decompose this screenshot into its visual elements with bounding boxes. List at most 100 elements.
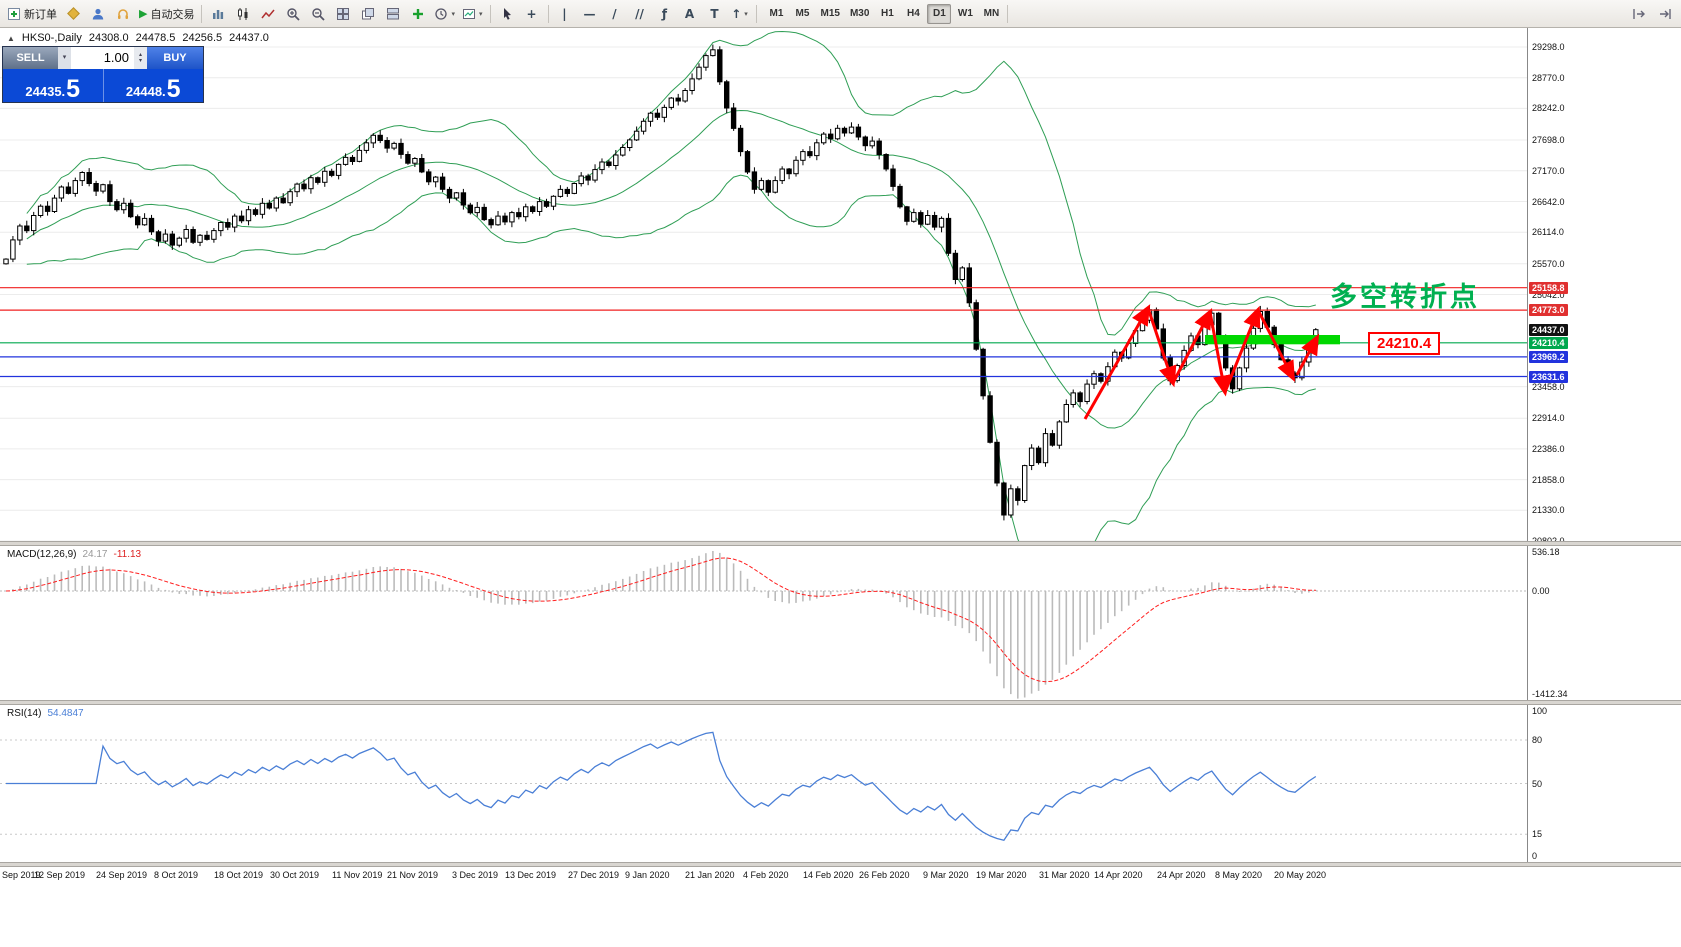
timeframe-mn-button[interactable]: MN (983, 7, 1000, 19)
timeframe-w1-button[interactable]: W1 (957, 7, 973, 19)
autotrading-label: 自动交易 (150, 8, 195, 21)
horizontal-line-button[interactable]: — (578, 3, 602, 25)
date-label: 21 Nov 2019 (387, 870, 439, 880)
line-chart-icon (261, 9, 276, 18)
rsi-axis[interactable]: 100 80 50 15 0 (1527, 705, 1681, 862)
sell-button[interactable]: SELL (3, 47, 58, 69)
template-chart-icon (462, 8, 475, 19)
chart-shift-toggle-button[interactable] (1627, 3, 1651, 25)
timeframe-group: M1 M5 M15 M30 H1 H4 D1 W1 MN (765, 3, 1004, 24)
date-label: 9 Mar 2020 (923, 870, 969, 880)
price-axis-label: 23458.0 (1532, 381, 1565, 392)
price-axis-label: 25042.0 (1532, 289, 1565, 300)
crosshair-button[interactable]: + (520, 3, 544, 25)
price-axis-label: 26114.0 (1532, 227, 1564, 238)
panel-separator[interactable] (0, 862, 1681, 867)
sell-price[interactable]: 24435. 5 (3, 69, 103, 102)
spinner-up-icon[interactable]: ▴ (138, 52, 142, 58)
chart-shift-icon (1633, 8, 1645, 19)
tile-windows-icon (337, 7, 350, 20)
label-tool-button[interactable]: T (703, 3, 727, 25)
macd-axis[interactable]: 536.18 0.00 -1412.34 (1527, 546, 1681, 700)
timeframe-h1-button[interactable]: H1 (881, 7, 894, 19)
price-axis-label: 22914.0 (1532, 413, 1565, 424)
accounts-button[interactable] (86, 3, 110, 25)
timeframe-d1-button[interactable]: D1 (927, 3, 952, 24)
rsi-panel[interactable]: RSI(14) 54.4847 (0, 705, 1527, 862)
templates-button[interactable]: ▾ (459, 3, 486, 25)
trendline-icon: / (612, 6, 617, 21)
rsi-header: RSI(14) 54.4847 (7, 708, 84, 719)
buy-button[interactable]: BUY (147, 47, 203, 69)
trade-panel-price-row: 24435. 5 24448. 5 (3, 69, 203, 102)
price-tag: 24210.4 (1529, 336, 1568, 349)
timeframe-m1-button[interactable]: M1 (769, 7, 784, 19)
macd-signal-line (5, 557, 1316, 683)
date-label: 11 Nov 2019 (332, 870, 383, 880)
channel-button[interactable]: // (628, 3, 652, 25)
fibonacci-button[interactable]: ƒ (653, 3, 677, 25)
price-axis-label: 26642.0 (1532, 196, 1565, 207)
trade-panel-top-row: SELL ▾ 1.00 ▴ ▾ BUY (3, 47, 203, 69)
periods-button[interactable]: ▾ (431, 3, 458, 25)
trendline-button[interactable]: / (603, 3, 627, 25)
auto-scroll-toggle-button[interactable] (1653, 3, 1677, 25)
tile-horizontal-button[interactable] (381, 3, 405, 25)
new-order-button[interactable]: 新订单 (4, 3, 60, 25)
vertical-line-button[interactable]: | (553, 3, 577, 25)
timeframe-m5-button[interactable]: M5 (795, 7, 810, 19)
date-label: 14 Feb 2020 (803, 870, 854, 880)
spinner-down-icon[interactable]: ▾ (138, 58, 142, 64)
buy-price[interactable]: 24448. 5 (104, 69, 204, 102)
caret-down-icon: ▾ (478, 10, 483, 18)
text-tool-button[interactable]: A (678, 3, 702, 25)
cursor-button[interactable] (495, 3, 519, 25)
caret-down-icon: ▾ (451, 10, 455, 18)
arrows-tool-icon: ↑ (731, 6, 742, 21)
date-label: 20 May 2020 (1274, 870, 1327, 880)
date-label: 30 Oct 2019 (270, 870, 320, 880)
arrows-tool-button[interactable]: ↑ ▾ (728, 3, 752, 25)
chart-header: ▲ HKS0-,Daily 24308.0 24478.5 24256.5 24… (7, 32, 269, 44)
panel-separator[interactable] (0, 541, 1681, 546)
price-axis[interactable]: 29298.0 28770.0 28242.0 27698.0 27170.0 26642… (1527, 28, 1681, 546)
volume-input[interactable]: 1.00 (71, 47, 134, 69)
cursor-icon (503, 7, 511, 20)
tile-horizontal-icon (387, 7, 400, 19)
zigzag-annotation (1083, 304, 1320, 420)
zoom-in-button[interactable] (281, 3, 305, 25)
date-label: Sep 2019 (2, 870, 41, 880)
tile-windows-button[interactable] (331, 3, 355, 25)
price-chart-canvas[interactable] (0, 28, 1527, 541)
quotes-button[interactable] (61, 3, 85, 25)
timeframe-m15-button[interactable]: M15 (820, 7, 840, 19)
date-label: 14 Apr 2020 (1094, 870, 1143, 880)
rsi-axis-label: 80 (1532, 735, 1543, 745)
date-label: 12 Sep 2019 (34, 870, 86, 880)
sell-price-main: 24435. (25, 84, 66, 99)
indicators-button[interactable] (406, 3, 430, 25)
autotrading-button[interactable]: ▶ 自动交易 (136, 3, 197, 25)
cascade-windows-button[interactable] (356, 3, 380, 25)
macd-value: 24.17 (82, 549, 108, 560)
zoom-out-button[interactable] (306, 3, 330, 25)
headset-icon (118, 8, 128, 19)
candlestick-chart-button[interactable] (231, 3, 255, 25)
bar-chart-button[interactable] (206, 3, 230, 25)
macd-canvas[interactable] (0, 546, 1527, 700)
timeframe-m30-button[interactable]: M30 (849, 7, 870, 19)
rsi-canvas[interactable] (0, 705, 1527, 862)
main-chart-panel[interactable]: ▲ HKS0-,Daily 24308.0 24478.5 24256.5 24… (0, 28, 1527, 541)
macd-panel[interactable]: MACD(12,26,9) 24.17 -11.13 (0, 546, 1527, 700)
timeframe-h4-button[interactable]: H4 (907, 7, 920, 19)
price-tag: 24437.0 (1529, 323, 1568, 336)
panel-separator[interactable] (0, 700, 1681, 705)
line-chart-button[interactable] (256, 3, 280, 25)
volume-dropdown-button[interactable]: ▾ (58, 47, 71, 69)
time-axis[interactable]: Sep 2019 12 Sep 2019 24 Sep 2019 8 Oct 2019… (0, 867, 1681, 885)
community-button[interactable] (111, 3, 135, 25)
sell-price-big-digit: 5 (66, 75, 81, 103)
price-callout-label: 24210.4 (1368, 332, 1441, 355)
bollinger-bands (26, 30, 1316, 541)
volume-spinner[interactable]: ▴ ▾ (134, 47, 147, 69)
